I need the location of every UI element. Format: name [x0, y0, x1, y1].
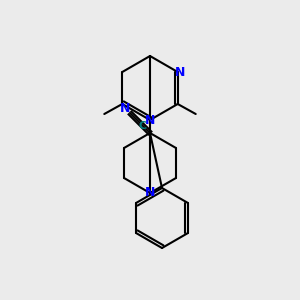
Text: C: C: [139, 121, 147, 131]
Text: N: N: [145, 187, 155, 200]
Text: N: N: [145, 113, 155, 127]
Text: N: N: [175, 65, 185, 79]
Text: N: N: [120, 101, 130, 115]
